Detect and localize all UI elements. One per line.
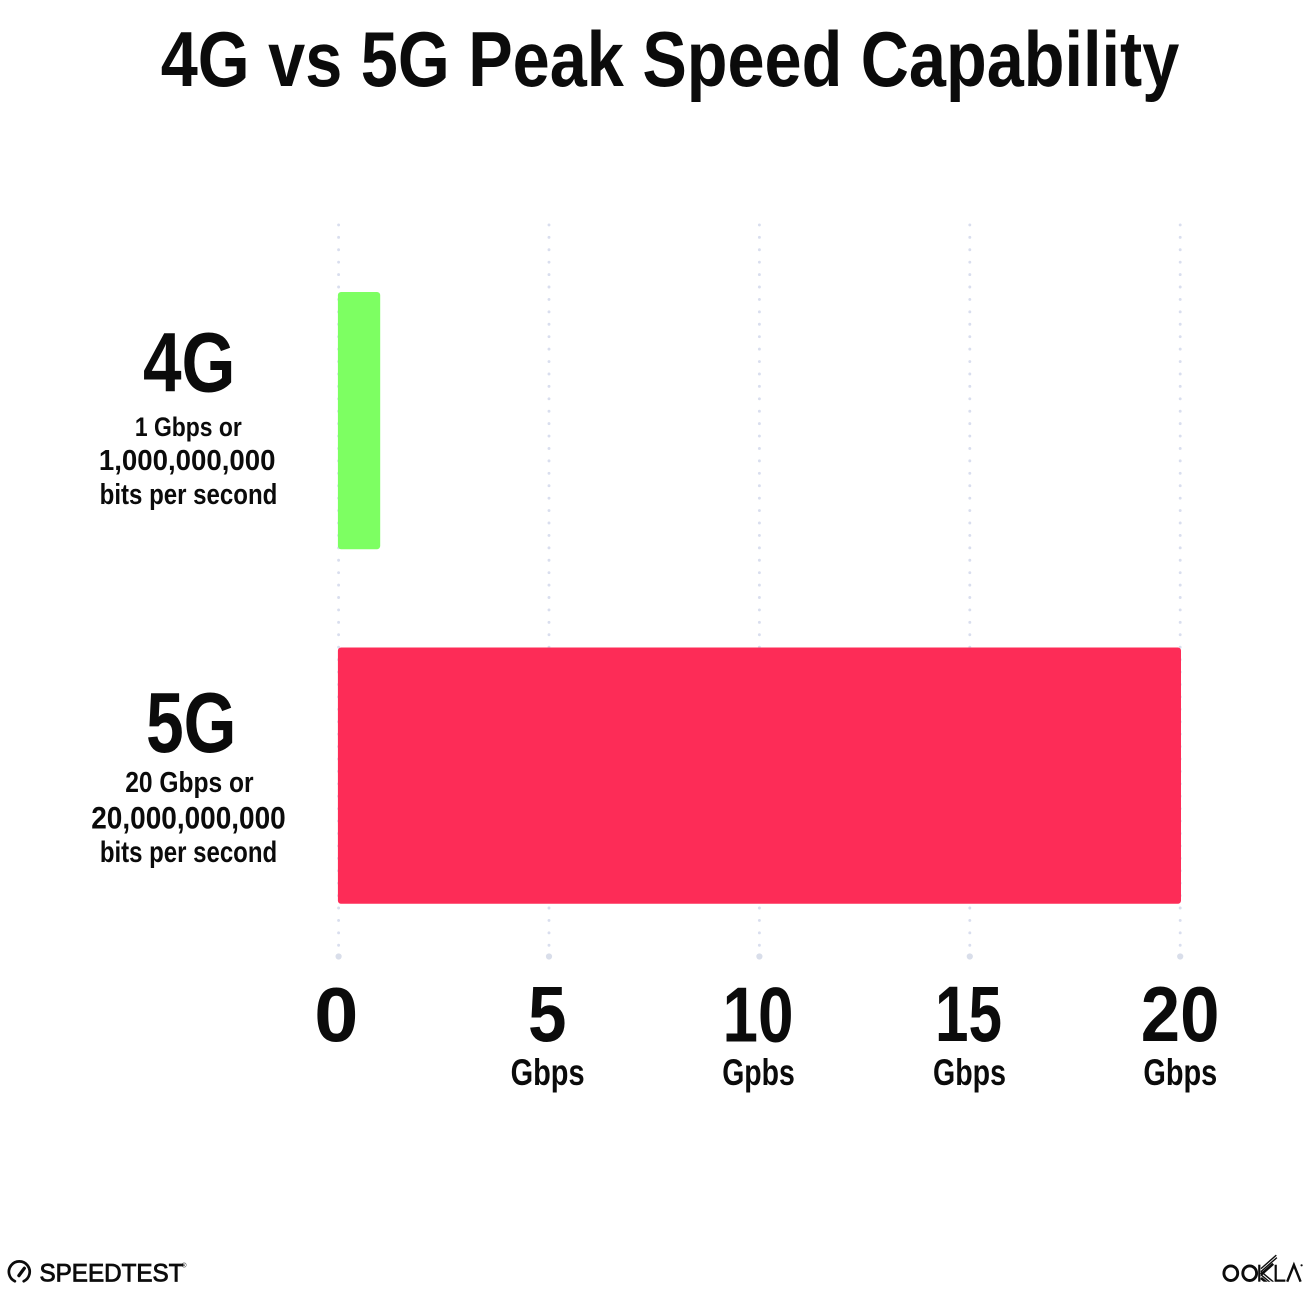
svg-text:15: 15 [935, 970, 1002, 1058]
svg-text:20,000,000,000: 20,000,000,000 [91, 800, 286, 836]
svg-text:Gbps: Gbps [933, 1051, 1006, 1093]
svg-text:bits per second: bits per second [100, 836, 277, 869]
svg-text:Gbps: Gbps [1143, 1051, 1217, 1093]
svg-text:1,000,000,000: 1,000,000,000 [99, 445, 276, 477]
svg-text:®: ® [182, 1262, 187, 1270]
svg-text:10: 10 [723, 970, 794, 1058]
svg-text:Gpbs: Gpbs [722, 1051, 795, 1093]
svg-text:0: 0 [314, 973, 358, 1059]
svg-text:bits per second: bits per second [100, 479, 278, 511]
svg-text:SPEEDTEST: SPEEDTEST [40, 1260, 184, 1288]
svg-text:Gbps: Gbps [511, 1051, 585, 1093]
svg-text:4G: 4G [143, 315, 236, 410]
svg-text:1 Gbps or: 1 Gbps or [135, 411, 242, 442]
svg-text:5: 5 [528, 970, 567, 1058]
svg-text:20: 20 [1141, 972, 1220, 1058]
svg-text:4G vs 5G Peak Speed Capability: 4G vs 5G Peak Speed Capability [161, 17, 1180, 103]
svg-text:5G: 5G [146, 675, 237, 771]
svg-text:20 Gbps or: 20 Gbps or [125, 767, 253, 799]
